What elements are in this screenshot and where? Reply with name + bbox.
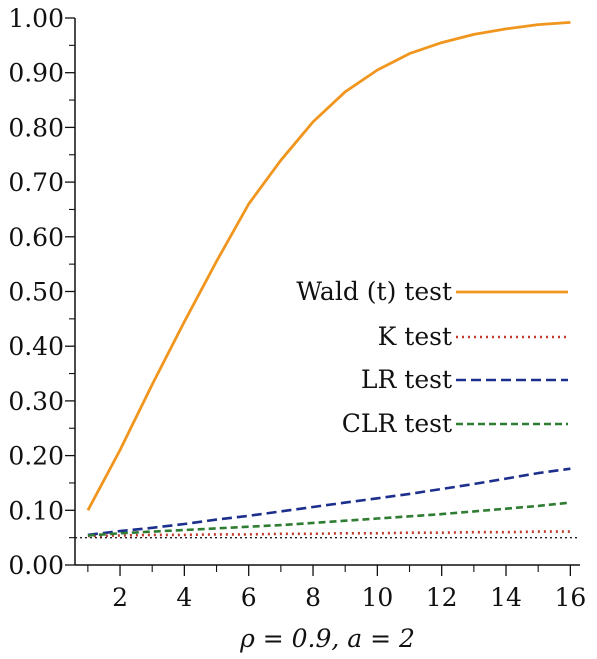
x-tick-label: 8 (305, 583, 321, 612)
y-tick-label: 0.20 (8, 442, 64, 471)
series-line-3 (87, 467, 571, 537)
x-tick-label: 4 (176, 583, 192, 612)
series-line-1 (86, 21, 571, 511)
y-tick-label: 0.50 (8, 278, 64, 307)
x-tick-label: 2 (112, 583, 128, 612)
x-tick-label: 16 (554, 583, 586, 612)
x-tick-label: 14 (490, 583, 522, 612)
legend: Wald (t) test K test LR test CLR test (296, 277, 568, 438)
legend-label-1: Wald (t) test (296, 277, 452, 306)
y-tick-label: 0.70 (8, 168, 64, 197)
series-layer (86, 21, 571, 538)
y-tick-label: 0.10 (8, 496, 64, 525)
y-tick-label: 0.60 (8, 223, 64, 252)
x-axis-label: ρ = 0.9, a = 2 (239, 624, 415, 653)
axes: 0.00 0.10 0.20 0.30 0.40 0.50 0.60 0.70 0.80 0.90… (8, 4, 586, 612)
legend-label-2: K test (378, 322, 452, 351)
y-tick-label: 0.90 (8, 59, 64, 88)
x-tick-label: 10 (361, 583, 393, 612)
y-tick-label: 0.40 (8, 332, 64, 361)
x-tick-label: 6 (241, 583, 257, 612)
series-line-2 (87, 530, 571, 538)
y-tick-label: 0.80 (8, 113, 64, 142)
legend-label-4: CLR test (342, 409, 452, 438)
y-tick-label: 0.00 (8, 551, 64, 580)
legend-label-3: LR test (361, 365, 452, 394)
y-tick-label: 1.00 (8, 4, 64, 33)
x-tick-label: 12 (426, 583, 458, 612)
y-tick-label: 0.30 (8, 387, 64, 416)
series-line-4 (87, 501, 571, 537)
